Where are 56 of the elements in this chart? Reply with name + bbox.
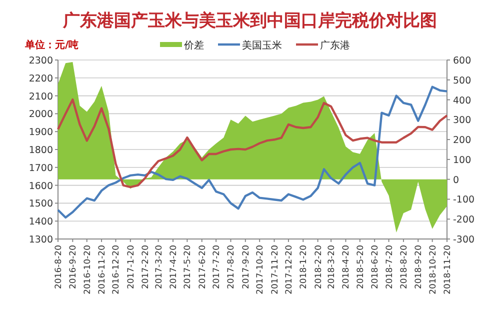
- y2-tick-label: -200: [453, 214, 475, 226]
- x-tick-label: 2018-3-20: [327, 245, 338, 289]
- x-tick-label: 2016-9-20: [68, 245, 79, 289]
- x-tick-label: 2017-5-20: [183, 245, 194, 289]
- y-tick-label: 2200: [28, 73, 53, 84]
- y2-tick-label: -100: [453, 194, 475, 206]
- line-series: [56, 98, 448, 188]
- x-tick-label: 2018-5-20: [356, 245, 366, 289]
- y-axis-title: 单位：元/吨: [24, 39, 79, 51]
- x-tick-label: 2016-8-20: [54, 245, 64, 289]
- x-tick-label: 2017-1-20: [126, 245, 136, 289]
- x-tick-label: 2017-6-20: [198, 245, 208, 289]
- x-tick-label: 2018-8-20: [399, 245, 410, 289]
- x-tick-label: 2018-1-20: [299, 245, 310, 289]
- legend-label: 美国玉米: [242, 40, 282, 52]
- y-tick-label: 1800: [28, 145, 53, 156]
- x-tick-label: 2017-10-20: [256, 245, 266, 294]
- y2-tick-label: 300: [453, 115, 472, 126]
- x-tick-label: 2016-11-20: [98, 245, 108, 294]
- y-tick-label: 1400: [28, 216, 53, 228]
- x-tick-label: 2017-8-20: [226, 245, 237, 289]
- line-series: [56, 86, 448, 219]
- x-tick-label: 2016-12-20: [112, 245, 122, 294]
- y2-tick-label: 100: [453, 154, 472, 166]
- y2-tick-label: 0: [453, 174, 460, 186]
- y-tick-label: 2000: [28, 109, 53, 120]
- legend-label: 广东港: [320, 40, 350, 52]
- x-tick-label: 2018-7-20: [384, 245, 395, 289]
- y2-tick-label: 600: [453, 56, 472, 66]
- x-tick-label: 2018-11-20: [443, 245, 453, 294]
- y-tick-label: 1300: [28, 234, 53, 246]
- chart-title: 广东港国产玉米与美玉米到中国口岸完税价对比图: [62, 11, 437, 31]
- x-tick-label: 2018-6-20: [370, 245, 381, 289]
- y-tick-label: 1700: [28, 162, 53, 174]
- x-tick-label: 2018-9-20: [414, 245, 424, 289]
- x-tick-label: 2017-7-20: [212, 245, 222, 289]
- x-tick-label: 2017-3-20: [154, 245, 164, 289]
- x-tick-label: 2017-2-20: [141, 245, 152, 289]
- x-tick-label: 2017-12-20: [284, 245, 294, 294]
- y-tick-label: 2300: [28, 56, 53, 66]
- x-tick-label: 2018-4-20: [342, 245, 352, 289]
- y-tick-label: 1900: [28, 127, 53, 138]
- x-tick-label: 2018-10-20: [428, 245, 438, 294]
- x-tick-label: 2016-10-20: [82, 245, 93, 294]
- x-tick-label: 2018-2-20: [314, 245, 324, 289]
- x-tick-label: 2017-11-20: [270, 245, 280, 294]
- y2-tick-label: 400: [453, 95, 472, 106]
- y2-tick-label: -300: [453, 234, 475, 246]
- x-tick-label: 2017-9-20: [241, 245, 252, 289]
- legend-label: 价差: [183, 40, 204, 52]
- y-tick-label: 1600: [28, 180, 53, 192]
- y2-tick-label: 500: [453, 75, 472, 86]
- y2-tick-label: 200: [453, 135, 472, 146]
- x-tick-label: 2017-4-20: [168, 245, 179, 289]
- y-tick-label: 1500: [28, 198, 53, 210]
- y-tick-label: 2100: [28, 91, 53, 102]
